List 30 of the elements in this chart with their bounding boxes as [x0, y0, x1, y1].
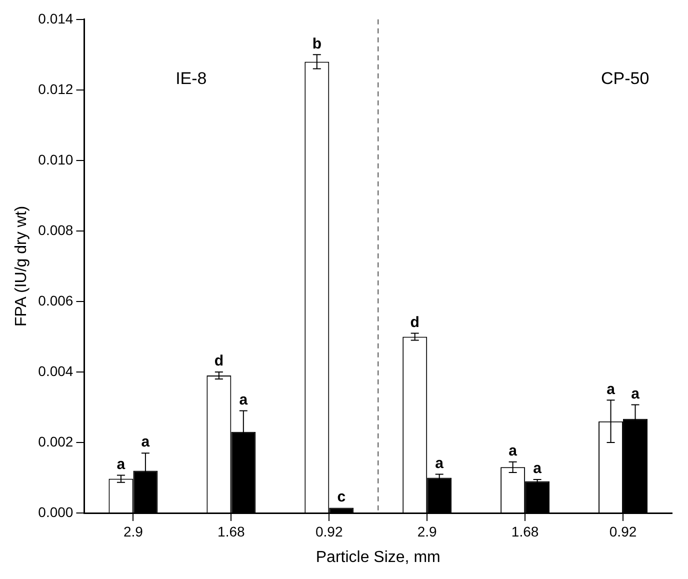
data-label: d	[214, 352, 224, 370]
x-tick-label: 0.92	[316, 523, 343, 540]
y-tick-label: 0.010	[38, 151, 74, 168]
y-tick-label: 0.002	[38, 433, 74, 450]
data-label: a	[435, 454, 444, 472]
data-label: a	[141, 434, 150, 451]
x-tick-label: 2.9	[417, 523, 438, 540]
data-label: a	[239, 391, 248, 408]
data-label: a	[116, 456, 126, 473]
x-tick-label: 0.92	[609, 523, 637, 540]
data-label: b	[312, 35, 322, 52]
y-tick-label: 0.012	[38, 80, 74, 97]
data-label: a	[508, 442, 518, 460]
y-tick-label: 0.006	[38, 292, 74, 308]
x-tick-label: 1.68	[511, 523, 539, 540]
data-label: d	[410, 314, 420, 331]
y-axis-title: FPA (IU/g dry wt)	[13, 206, 30, 327]
annotation: IE-8	[176, 69, 207, 88]
x-tick-label: 2.9	[123, 523, 144, 540]
y-tick-label: 0.014	[38, 10, 74, 26]
y-tick-label: 0.008	[38, 222, 74, 238]
annotation: CP-50	[600, 69, 650, 88]
y-tick-label: 0.000	[38, 504, 74, 520]
data-label: a	[606, 380, 616, 398]
x-tick-label: 1.68	[218, 523, 246, 540]
y-tick-label: 0.004	[38, 362, 74, 379]
data-label: a	[631, 385, 640, 402]
x-axis-title: Particle Size, mm	[316, 548, 440, 566]
data-label: a	[533, 460, 542, 478]
data-label: c	[337, 488, 346, 506]
